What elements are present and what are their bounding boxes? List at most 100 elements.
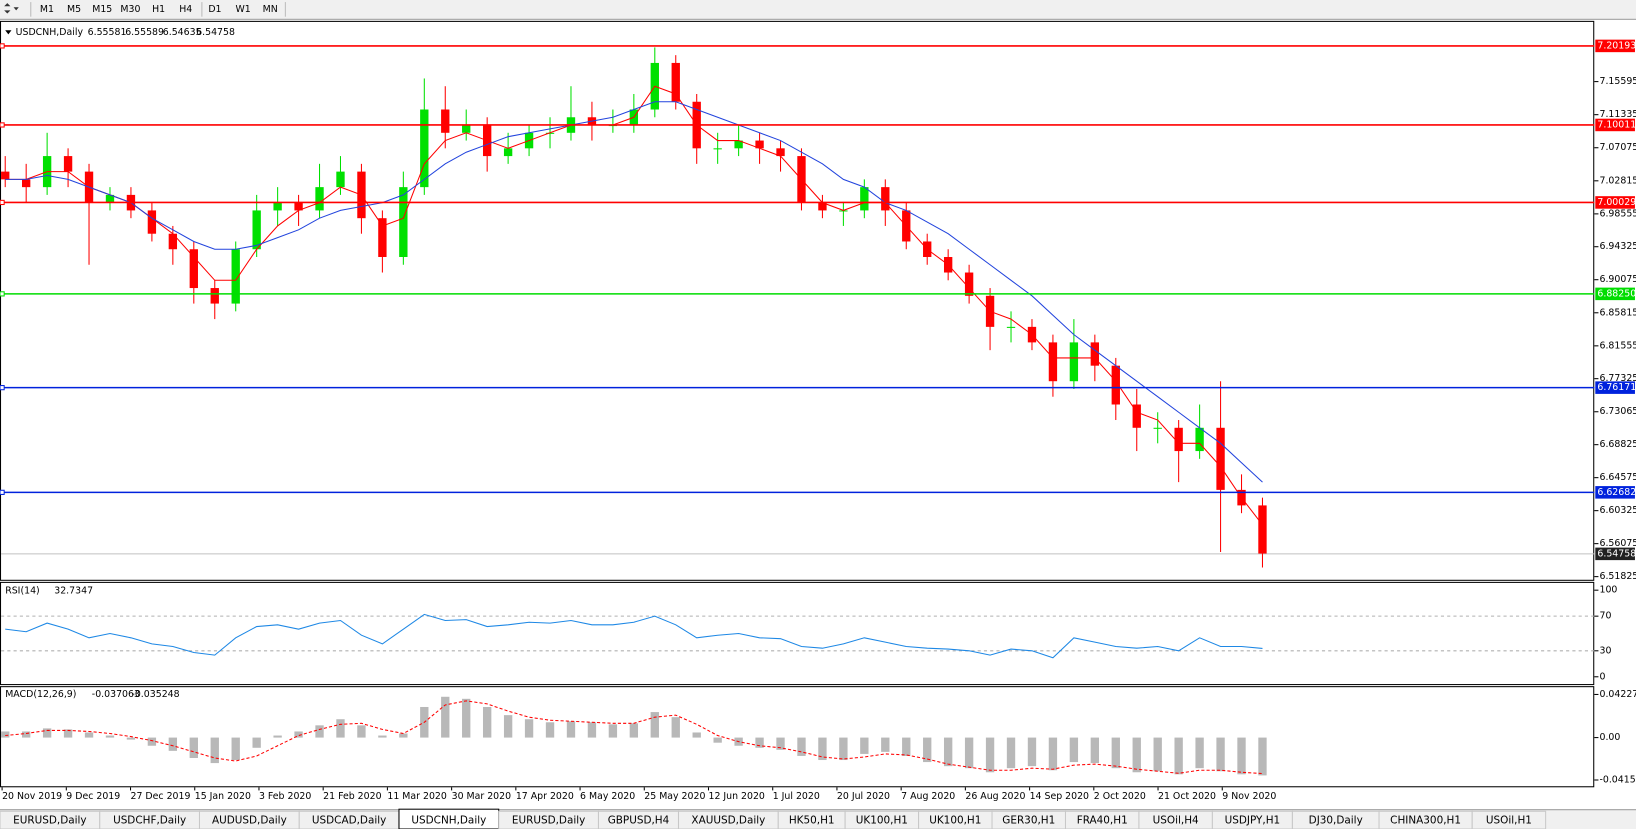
candle-body bbox=[105, 194, 115, 203]
candle-body bbox=[1195, 427, 1204, 452]
date-label: 21 Feb 2020 bbox=[323, 791, 381, 802]
tab-label[interactable]: GER30,H1 bbox=[1002, 815, 1055, 827]
candle-body bbox=[1258, 505, 1267, 554]
timeframe-button[interactable]: H1 bbox=[152, 4, 165, 15]
level-label-box bbox=[1595, 287, 1635, 301]
rsi-line bbox=[5, 613, 1263, 659]
macd-bar bbox=[1237, 737, 1246, 775]
tab-label[interactable]: UK100,H1 bbox=[929, 815, 981, 827]
date-label: 25 May 2020 bbox=[644, 791, 705, 802]
macd-bar bbox=[650, 712, 659, 738]
rsi-tick-label: 0 bbox=[1599, 671, 1605, 682]
date-label: 26 Aug 2020 bbox=[965, 791, 1025, 802]
candle-body bbox=[1090, 342, 1100, 366]
timeframe-button[interactable]: M1 bbox=[40, 4, 54, 15]
level-label-box bbox=[1595, 381, 1635, 394]
current-price-box bbox=[1595, 547, 1635, 561]
tab-label[interactable]: AUDUSD,Daily bbox=[212, 815, 287, 827]
macd-bar bbox=[126, 737, 136, 740]
level-label: 6.76171 bbox=[1597, 382, 1636, 393]
tab-label[interactable]: USOil,H1 bbox=[1486, 815, 1532, 827]
macd-bar bbox=[1153, 737, 1162, 772]
level-label-box bbox=[1595, 118, 1635, 132]
timeframe-button[interactable]: M5 bbox=[67, 4, 81, 15]
price-tick-label: 6.90075 bbox=[1599, 274, 1636, 285]
candle-body bbox=[1153, 427, 1162, 429]
tab-label[interactable]: EURUSD,Daily bbox=[512, 815, 585, 827]
price-tick-label: 7.15595 bbox=[1599, 76, 1636, 87]
tab-label[interactable]: CHINA300,H1 bbox=[1390, 815, 1461, 827]
timeframe-button[interactable]: M30 bbox=[120, 4, 140, 15]
candle-body bbox=[168, 233, 178, 250]
ohlc-close: 6.54758 bbox=[196, 27, 235, 38]
date-label: 15 Jan 2020 bbox=[195, 791, 251, 802]
date-label: 14 Sep 2020 bbox=[1030, 791, 1089, 802]
tab-label[interactable]: FRA40,H1 bbox=[1077, 815, 1128, 827]
tab-label[interactable]: USDJPY,H1 bbox=[1225, 815, 1281, 827]
candle-body bbox=[273, 202, 282, 211]
price-tick-label: 6.64575 bbox=[1599, 472, 1636, 483]
timeframe-button[interactable]: D1 bbox=[208, 4, 221, 15]
level-handle bbox=[0, 199, 5, 206]
macd-bar bbox=[587, 722, 597, 738]
tab-label[interactable]: UK100,H1 bbox=[856, 815, 908, 827]
macd-bar bbox=[231, 737, 240, 761]
candle-body bbox=[734, 140, 743, 149]
tab-label[interactable]: USOil,H4 bbox=[1153, 815, 1199, 827]
tab-label[interactable]: EURUSD,Daily bbox=[13, 815, 86, 827]
rsi-value: 32.7347 bbox=[54, 586, 93, 597]
toolbar-dropdown[interactable] bbox=[13, 7, 19, 11]
macd-bar bbox=[1195, 737, 1204, 769]
price-tick-label: 6.68825 bbox=[1599, 439, 1636, 450]
macd-bar bbox=[63, 729, 73, 738]
candle-body bbox=[420, 109, 429, 188]
candle-body bbox=[1069, 342, 1079, 382]
date-label: 12 Jun 2020 bbox=[708, 791, 764, 802]
price-tick-label: 6.51825 bbox=[1599, 571, 1636, 582]
timeframe-button[interactable]: M15 bbox=[92, 4, 112, 15]
date-label: 21 Oct 2020 bbox=[1158, 791, 1216, 802]
candle-body bbox=[776, 148, 785, 157]
level-label-box bbox=[1595, 196, 1635, 209]
candle-body bbox=[210, 288, 219, 304]
date-label: 30 Mar 2020 bbox=[452, 791, 511, 802]
macd-bar bbox=[1048, 737, 1058, 771]
macd-bar bbox=[189, 737, 198, 758]
header-arrow bbox=[5, 30, 12, 35]
date-label: 27 Dec 2019 bbox=[131, 791, 191, 802]
tab[interactable] bbox=[1471, 810, 1547, 829]
price-tick-label: 6.60325 bbox=[1599, 505, 1636, 516]
current-price-label: 6.54758 bbox=[1597, 548, 1636, 559]
candle-body bbox=[252, 210, 261, 250]
timeframe-button[interactable]: W1 bbox=[235, 4, 250, 15]
tab-label[interactable]: HK50,H1 bbox=[789, 815, 835, 827]
date-label: 6 May 2020 bbox=[580, 791, 635, 802]
tab-label[interactable]: XAUUSD,Daily bbox=[691, 815, 765, 827]
tab-label[interactable]: GBPUSD,H4 bbox=[608, 815, 670, 827]
date-label: 11 Mar 2020 bbox=[387, 791, 446, 802]
tab-label[interactable]: DJ30,Daily bbox=[1309, 815, 1363, 827]
toolbar-icon[interactable] bbox=[4, 3, 11, 14]
macd-bar bbox=[399, 733, 408, 738]
level-label: 7.00029 bbox=[1597, 197, 1636, 208]
candle-body bbox=[818, 202, 827, 211]
macd-bar bbox=[964, 737, 974, 769]
macd-bar bbox=[1174, 737, 1183, 775]
macd-panel bbox=[0, 686, 1595, 788]
macd-bar bbox=[860, 737, 869, 754]
candle-body bbox=[294, 202, 303, 211]
date-label: 9 Nov 2020 bbox=[1222, 791, 1276, 802]
timeframe-button[interactable]: MN bbox=[263, 4, 278, 15]
tab-label[interactable]: USDCNH,Daily bbox=[411, 815, 486, 827]
candle-body bbox=[503, 148, 513, 157]
macd-main-value: -0.037063 bbox=[92, 689, 140, 700]
level-label: 7.10011 bbox=[1597, 119, 1636, 130]
date-label: 1 Jul 2020 bbox=[773, 791, 820, 802]
timeframe-button[interactable]: H4 bbox=[179, 4, 192, 15]
macd-bar bbox=[294, 731, 303, 738]
tab-label[interactable]: USDCAD,Daily bbox=[312, 815, 386, 827]
candle-body bbox=[1132, 404, 1141, 428]
macd-bar bbox=[252, 737, 261, 748]
candle-body bbox=[63, 156, 73, 172]
tab-label[interactable]: USDCHF,Daily bbox=[113, 815, 186, 827]
